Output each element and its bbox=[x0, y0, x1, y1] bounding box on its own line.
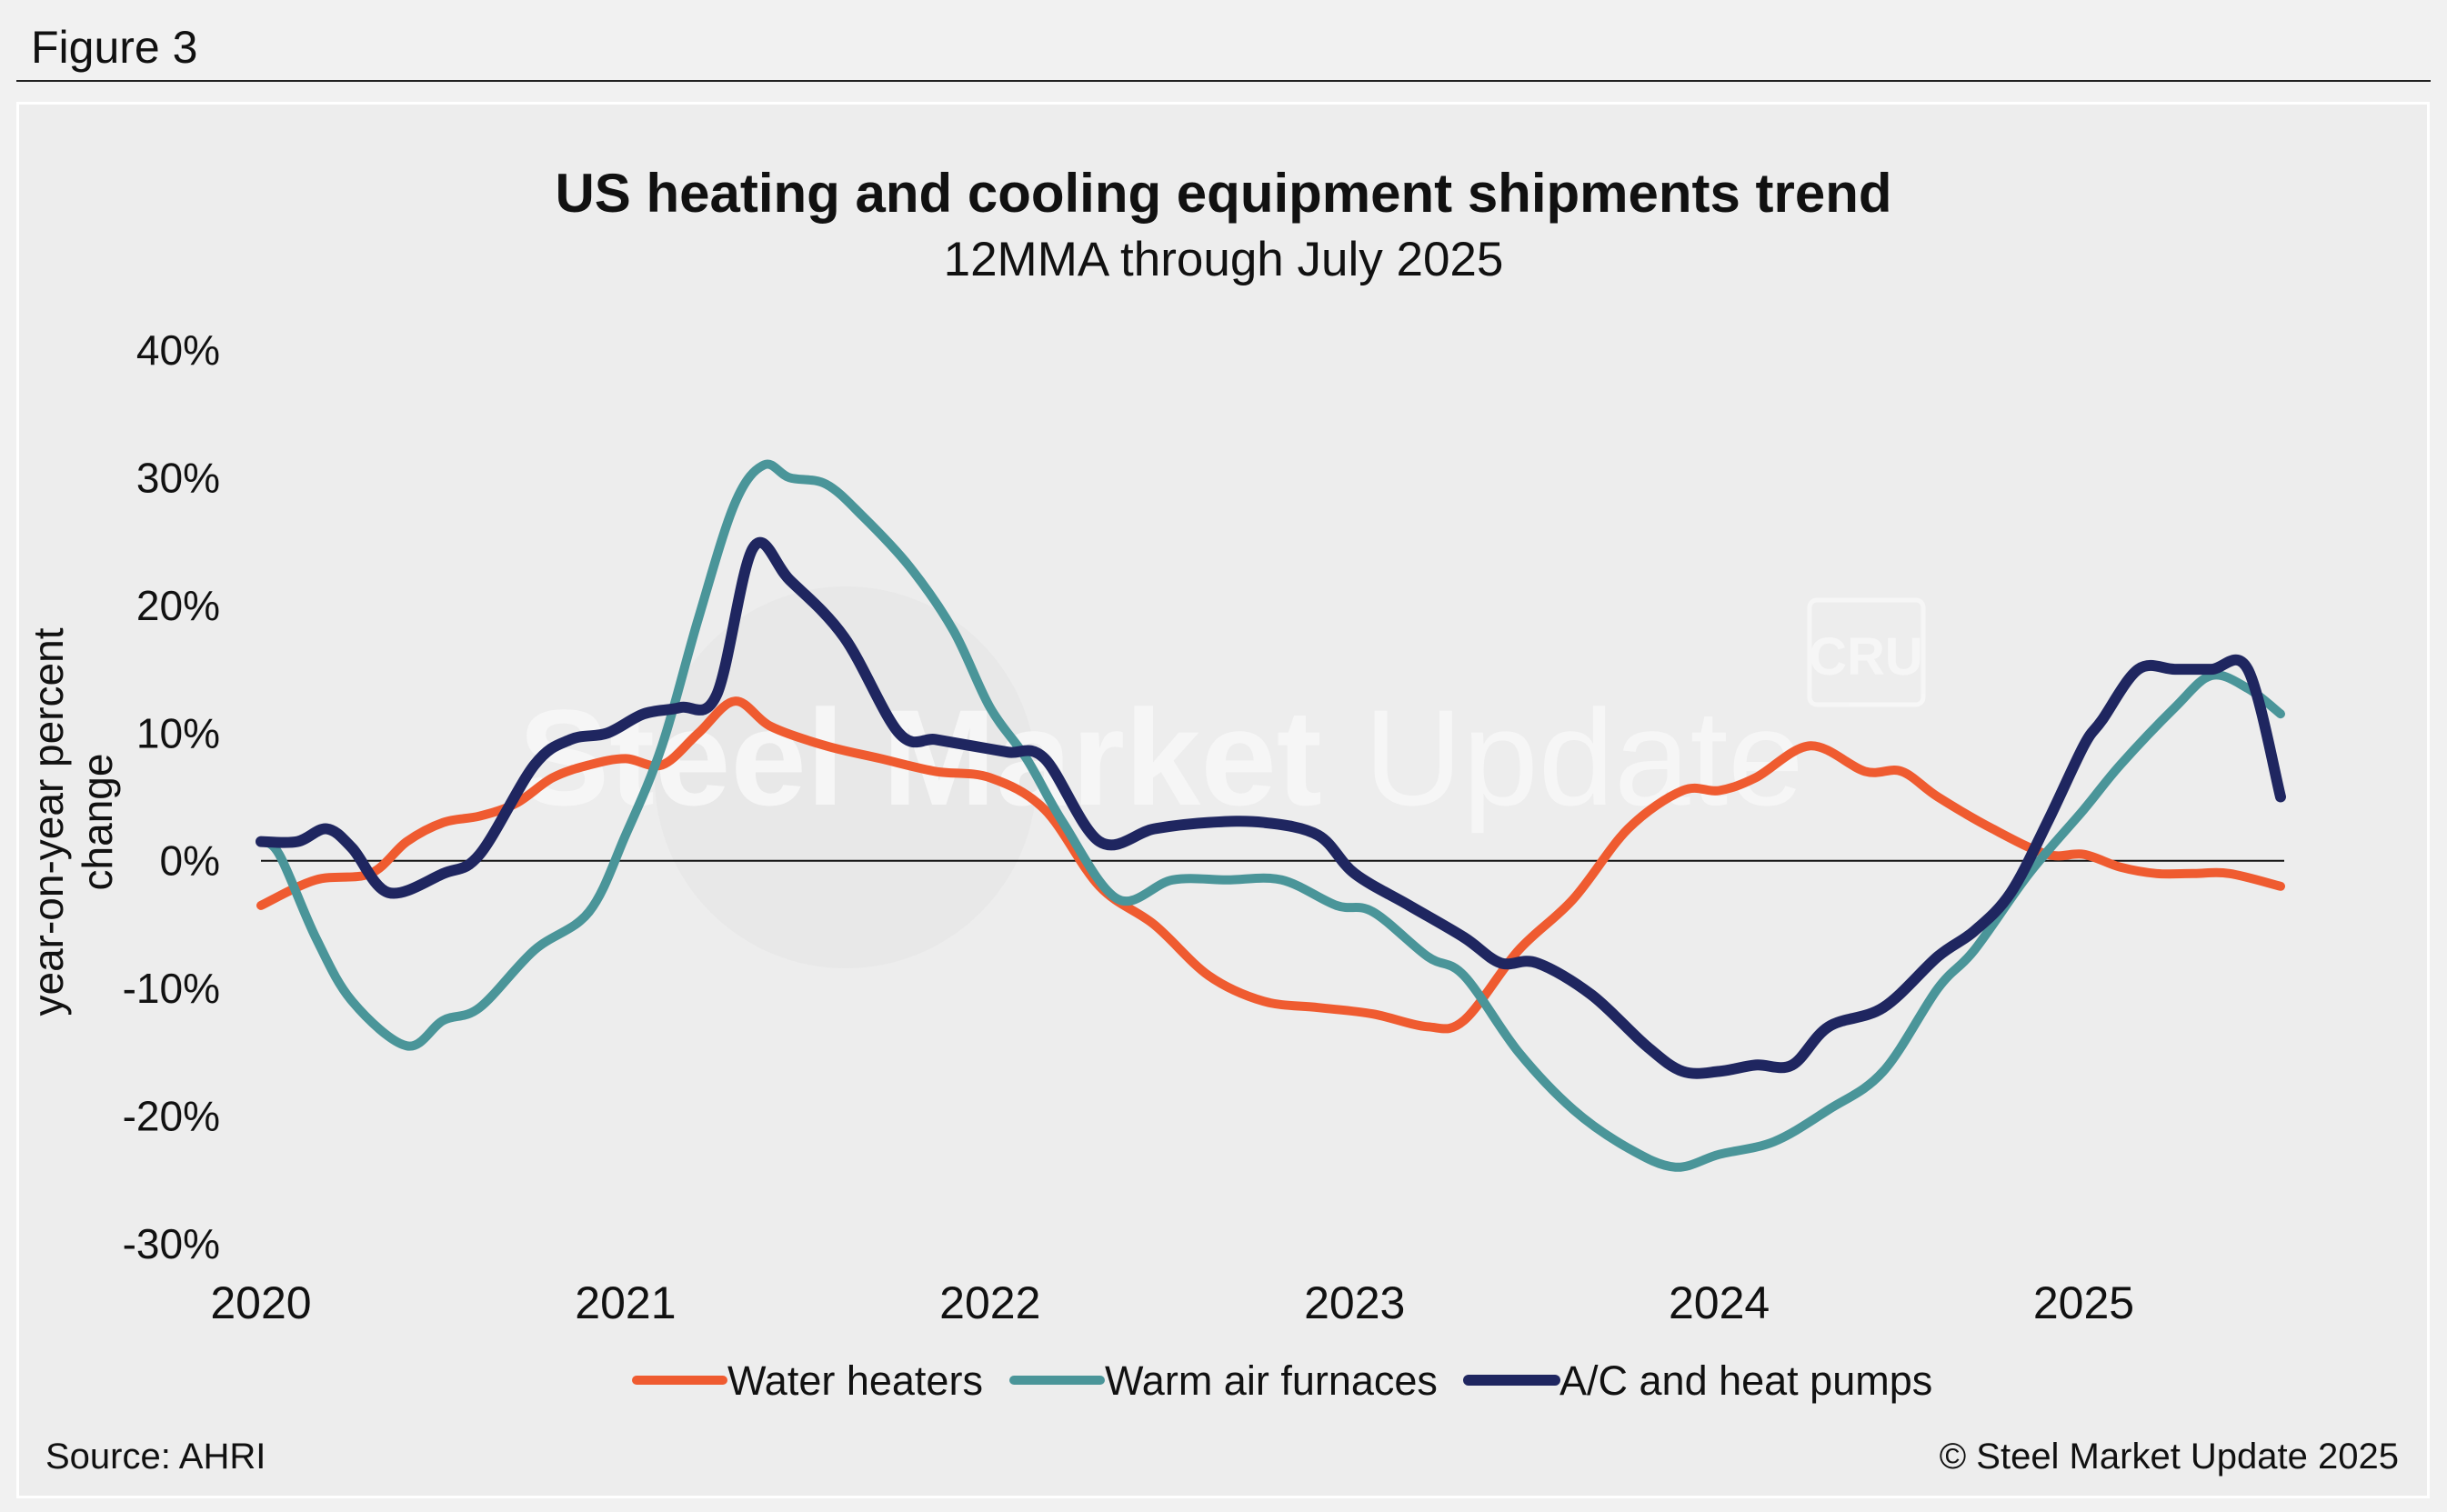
y-axis-label: year-on-year percent change bbox=[25, 627, 121, 1016]
watermark-logo-text: CRU bbox=[1809, 627, 1923, 686]
x-tick-label: 2025 bbox=[2033, 1277, 2134, 1328]
y-tick-label: 20% bbox=[136, 582, 220, 629]
x-tick-label: 2020 bbox=[210, 1277, 311, 1328]
legend-label: Warm air furnaces bbox=[1105, 1357, 1438, 1404]
watermark-logo-box bbox=[1807, 597, 1926, 707]
y-tick-label: 30% bbox=[136, 454, 220, 501]
y-tick-label: 40% bbox=[136, 326, 220, 374]
series-line-ac-heat-pumps bbox=[256, 536, 2286, 1079]
series-lines bbox=[256, 459, 2286, 1172]
figure-label: Figure 3 bbox=[31, 22, 198, 73]
legend-label: A/C and heat pumps bbox=[1559, 1357, 1932, 1404]
x-tick-label: 2022 bbox=[939, 1277, 1040, 1328]
x-tick-label: 2024 bbox=[1669, 1277, 1770, 1328]
chart-panel bbox=[16, 102, 2430, 1498]
watermark-text-light: Update bbox=[1364, 681, 1804, 834]
y-tick-label: 10% bbox=[136, 709, 220, 756]
chart-subtitle: 12MMA through July 2025 bbox=[943, 233, 1504, 286]
series-line-water-heaters bbox=[256, 696, 2285, 1034]
y-axis-ticks: 40% 30% 20% 10% 0% -10% -20% -30% bbox=[123, 326, 220, 1267]
x-tick-label: 2021 bbox=[575, 1277, 676, 1328]
y-tick-label: -10% bbox=[123, 965, 220, 1012]
watermark-circle bbox=[655, 586, 1037, 968]
chart-title: US heating and cooling equipment shipmen… bbox=[555, 163, 1892, 224]
watermark: Steel Market Update CRU bbox=[518, 586, 1926, 968]
x-axis-ticks: 2020 2021 2022 2023 2024 2025 bbox=[210, 1277, 2134, 1328]
y-tick-label: 0% bbox=[160, 837, 220, 885]
legend-item-water-heaters: Water heaters bbox=[632, 1357, 983, 1404]
y-tick-label: -20% bbox=[123, 1093, 220, 1140]
x-tick-label: 2023 bbox=[1304, 1277, 1405, 1328]
y-tick-label: -30% bbox=[123, 1220, 220, 1267]
legend-label: Water heaters bbox=[727, 1357, 983, 1404]
series-line-warm-air-furnaces bbox=[256, 459, 2285, 1172]
header-rule bbox=[16, 80, 2431, 82]
source-note: Source: AHRI bbox=[45, 1437, 266, 1477]
legend-item-warm-air-furnaces: Warm air furnaces bbox=[1009, 1357, 1438, 1404]
copyright-note: © Steel Market Update 2025 bbox=[1939, 1437, 2399, 1477]
legend: Water heaters Warm air furnaces A/C and he… bbox=[632, 1357, 1932, 1404]
legend-item-ac-heat-pumps: A/C and heat pumps bbox=[1463, 1357, 1932, 1404]
